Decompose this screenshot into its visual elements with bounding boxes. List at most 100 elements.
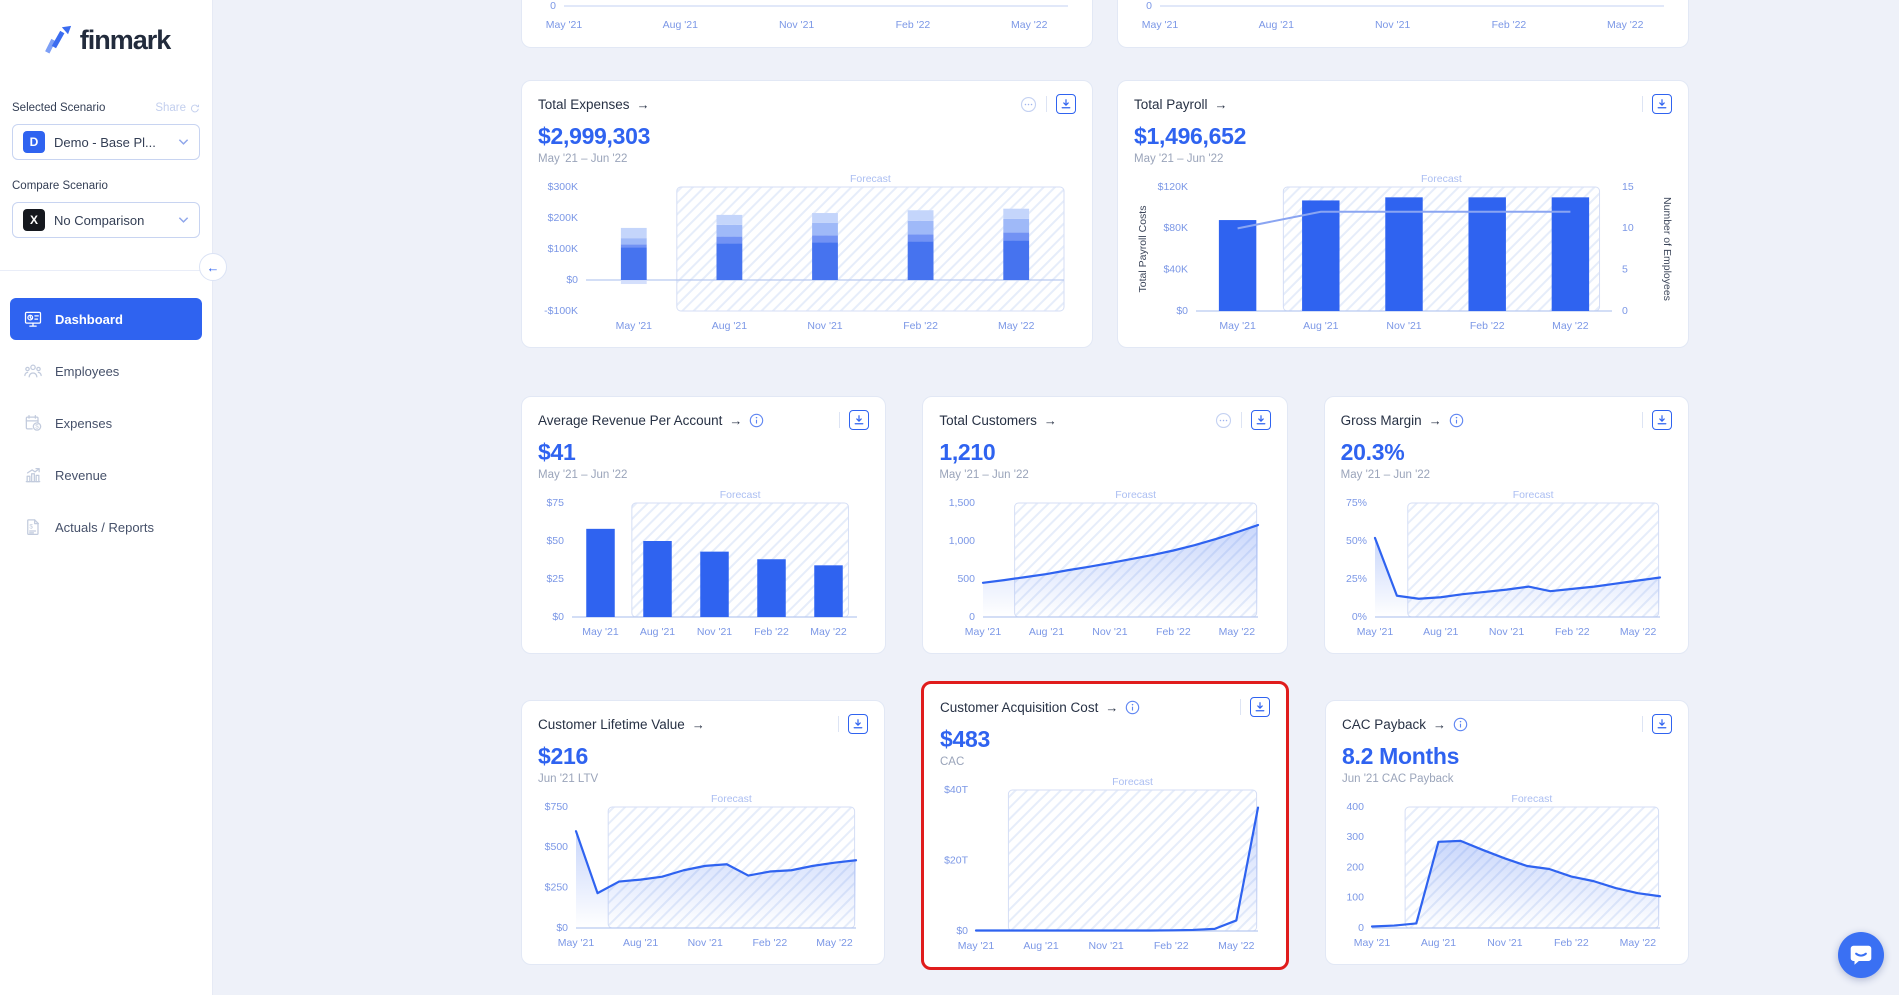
- sidebar-nav: Dashboard Employees $ Expenses Revenue $…: [0, 298, 212, 548]
- svg-text:$500: $500: [545, 841, 569, 853]
- svg-text:400: 400: [1346, 801, 1364, 813]
- info-icon[interactable]: [1453, 717, 1468, 732]
- svg-text:$100K: $100K: [548, 243, 578, 255]
- card-link-arrow-icon[interactable]: →: [1433, 716, 1447, 732]
- svg-text:Nov '21: Nov '21: [1375, 19, 1410, 31]
- svg-text:25%: 25%: [1346, 573, 1367, 585]
- chevron-down-icon: [178, 217, 189, 223]
- svg-text:Aug '21: Aug '21: [712, 320, 747, 332]
- card-title: CAC Payback: [1342, 716, 1427, 732]
- svg-text:Number of Employees: Number of Employees: [1661, 197, 1672, 301]
- card-link-arrow-icon[interactable]: →: [691, 716, 705, 732]
- card-title: Customer Acquisition Cost: [940, 699, 1099, 715]
- sidebar-item-reports[interactable]: $ Actuals / Reports: [10, 506, 202, 548]
- sidebar-item-label: Dashboard: [55, 311, 123, 327]
- share-link[interactable]: Share: [155, 102, 200, 114]
- svg-text:Feb '22: Feb '22: [1492, 19, 1527, 31]
- svg-text:Nov '21: Nov '21: [697, 626, 732, 638]
- download-icon[interactable]: [1250, 697, 1270, 717]
- sidebar-item-employees[interactable]: Employees: [10, 350, 202, 392]
- card-row-three-a: Average Revenue Per Account → $41 May '2…: [521, 396, 1689, 654]
- card-row-three-b: Customer Lifetime Value → $216 Jun '21 L…: [521, 681, 1689, 970]
- card-title: Total Payroll: [1134, 96, 1208, 112]
- metric-value: $41: [538, 439, 576, 465]
- svg-text:$250: $250: [545, 881, 569, 893]
- header-divider: [839, 412, 841, 428]
- chevron-down-icon: [178, 139, 189, 145]
- svg-text:$25: $25: [546, 573, 564, 585]
- cac-payback-chart: Forecast 400 300 200 100 0 May '21 Aug '21 Nov '…: [1342, 791, 1672, 954]
- svg-text:$0: $0: [556, 922, 568, 934]
- svg-text:May '21: May '21: [1142, 19, 1179, 31]
- sidebar-divider: [0, 270, 212, 271]
- header-divider: [1642, 716, 1643, 732]
- svg-text:Nov '21: Nov '21: [1489, 626, 1524, 638]
- svg-text:$0: $0: [1176, 305, 1188, 317]
- card-link-arrow-icon[interactable]: →: [1214, 96, 1228, 112]
- metric-value: $216: [538, 743, 588, 769]
- card-link-arrow-icon[interactable]: →: [1428, 412, 1442, 428]
- clv-chart: Forecast $750 $500 $250 $0 May '21 Aug '21 Nov …: [538, 791, 868, 954]
- svg-text:Forecast: Forecast: [1112, 776, 1153, 788]
- card-header: Customer Acquisition Cost →: [940, 697, 1270, 717]
- card-header: Average Revenue Per Account →: [538, 410, 870, 430]
- download-icon[interactable]: [1250, 410, 1271, 430]
- card-title: Customer Lifetime Value: [538, 716, 685, 732]
- metric-period: Jun '21 LTV: [538, 773, 599, 785]
- svg-text:Aug '21: Aug '21: [663, 19, 698, 31]
- svg-text:Feb '22: Feb '22: [754, 626, 789, 638]
- svg-text:$75: $75: [546, 497, 564, 509]
- svg-text:$: $: [29, 524, 33, 531]
- card-link-arrow-icon[interactable]: →: [729, 412, 743, 428]
- svg-text:Forecast: Forecast: [1511, 793, 1552, 805]
- download-icon[interactable]: [1651, 410, 1672, 430]
- download-icon[interactable]: [848, 714, 868, 734]
- scenario-select[interactable]: D Demo - Base Pl...: [12, 124, 200, 160]
- partial-right-chart: 0 May '21 Aug '21 Nov '21 Feb '22 May '22: [1134, 0, 1672, 46]
- svg-text:May '22: May '22: [1552, 320, 1589, 332]
- info-icon[interactable]: [749, 413, 764, 428]
- header-divider: [1642, 96, 1643, 112]
- download-icon[interactable]: [849, 410, 870, 430]
- chat-launcher-button[interactable]: [1838, 932, 1884, 978]
- svg-text:0: 0: [1146, 0, 1152, 12]
- svg-text:Feb '22: Feb '22: [1470, 320, 1505, 332]
- cac-chart: Forecast $40T $20T $0 May '21 Aug '21 Nov '21 F…: [940, 774, 1270, 957]
- info-icon[interactable]: [1125, 700, 1140, 715]
- info-icon[interactable]: [1449, 413, 1464, 428]
- svg-text:Nov '21: Nov '21: [1093, 626, 1128, 638]
- svg-text:5: 5: [1622, 263, 1628, 275]
- svg-text:Forecast: Forecast: [711, 793, 752, 805]
- svg-text:Feb '22: Feb '22: [903, 320, 938, 332]
- sidebar-collapse-button[interactable]: ←: [199, 253, 227, 281]
- card-link-arrow-icon[interactable]: →: [1105, 699, 1119, 715]
- svg-text:50%: 50%: [1346, 535, 1367, 547]
- sidebar-item-revenue[interactable]: Revenue: [10, 454, 202, 496]
- svg-text:May '21: May '21: [616, 320, 653, 332]
- more-options-icon[interactable]: [1215, 412, 1232, 429]
- header-divider: [1046, 96, 1047, 112]
- sidebar-item-expenses[interactable]: $ Expenses: [10, 402, 202, 444]
- card-header: Total Expenses →: [538, 94, 1076, 114]
- card-link-arrow-icon[interactable]: →: [1043, 412, 1057, 428]
- download-icon[interactable]: [1652, 94, 1672, 114]
- svg-text:$0: $0: [566, 274, 578, 286]
- download-icon[interactable]: [1652, 714, 1672, 734]
- more-options-icon[interactable]: [1020, 96, 1037, 113]
- svg-text:$40T: $40T: [944, 784, 969, 796]
- compare-scenario-label: Compare Scenario: [12, 180, 108, 192]
- card-header: Customer Lifetime Value →: [538, 714, 868, 734]
- svg-text:$: $: [35, 424, 39, 431]
- comparison-select[interactable]: X No Comparison: [12, 202, 200, 238]
- dashboard-cards: → 0 May '21 Aug '21 Nov '21 Feb '22 May '22: [521, 0, 1689, 970]
- svg-text:Nov '21: Nov '21: [1089, 940, 1124, 952]
- svg-text:May '21: May '21: [1354, 937, 1391, 949]
- card-link-arrow-icon[interactable]: →: [636, 96, 650, 112]
- svg-text:-$100K: -$100K: [544, 305, 578, 317]
- download-icon[interactable]: [1056, 94, 1076, 114]
- metric-value: $2,999,303: [538, 123, 651, 149]
- svg-text:Feb '22: Feb '22: [1555, 626, 1590, 638]
- svg-text:Aug '21: Aug '21: [1421, 937, 1456, 949]
- sidebar-item-dashboard[interactable]: Dashboard: [10, 298, 202, 340]
- svg-text:May '21: May '21: [1219, 320, 1256, 332]
